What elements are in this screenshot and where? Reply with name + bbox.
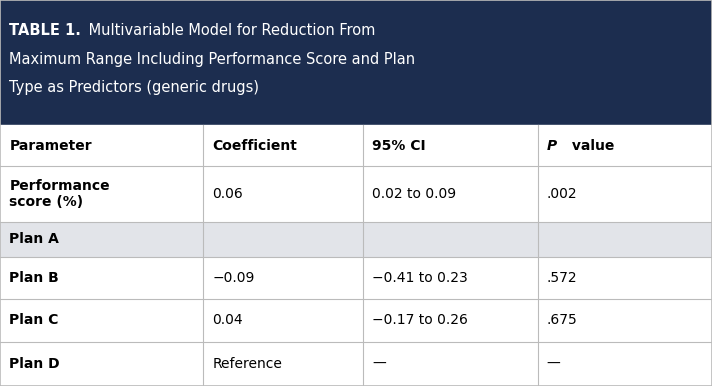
Text: Type as Predictors (generic drugs): Type as Predictors (generic drugs) [9, 80, 259, 95]
Text: Performance
score (%): Performance score (%) [9, 179, 110, 209]
Text: Plan B: Plan B [9, 271, 59, 285]
Text: 0.04: 0.04 [212, 313, 243, 327]
Text: TABLE 1.: TABLE 1. [9, 22, 81, 37]
Text: Plan D: Plan D [9, 357, 60, 371]
Bar [0, 166, 712, 222]
Text: −0.17 to 0.26: −0.17 to 0.26 [372, 313, 468, 327]
Text: 95% CI: 95% CI [372, 139, 426, 153]
Text: Multivariable Model for Reduction From: Multivariable Model for Reduction From [84, 22, 375, 37]
Text: P: P [547, 139, 557, 153]
Text: value: value [567, 139, 614, 153]
Text: Maximum Range Including Performance Score and Plan: Maximum Range Including Performance Scor… [9, 51, 415, 66]
Text: 0.02 to 0.09: 0.02 to 0.09 [372, 187, 456, 201]
Text: —: — [547, 357, 560, 371]
Text: −0.41 to 0.23: −0.41 to 0.23 [372, 271, 468, 285]
Text: Plan A: Plan A [9, 232, 59, 246]
Bar [0, 0, 712, 125]
Bar [0, 299, 712, 342]
Text: −0.09: −0.09 [212, 271, 255, 285]
Text: .675: .675 [547, 313, 577, 327]
Bar [0, 222, 712, 257]
Text: Plan C: Plan C [9, 313, 58, 327]
Bar [0, 342, 712, 386]
Text: .002: .002 [547, 187, 577, 201]
Text: Reference: Reference [212, 357, 282, 371]
Text: .572: .572 [547, 271, 577, 285]
Text: Coefficient: Coefficient [212, 139, 297, 153]
Bar [0, 125, 712, 166]
Text: —: — [372, 357, 386, 371]
Bar [0, 257, 712, 299]
Text: Parameter: Parameter [9, 139, 92, 153]
Text: 0.06: 0.06 [212, 187, 243, 201]
